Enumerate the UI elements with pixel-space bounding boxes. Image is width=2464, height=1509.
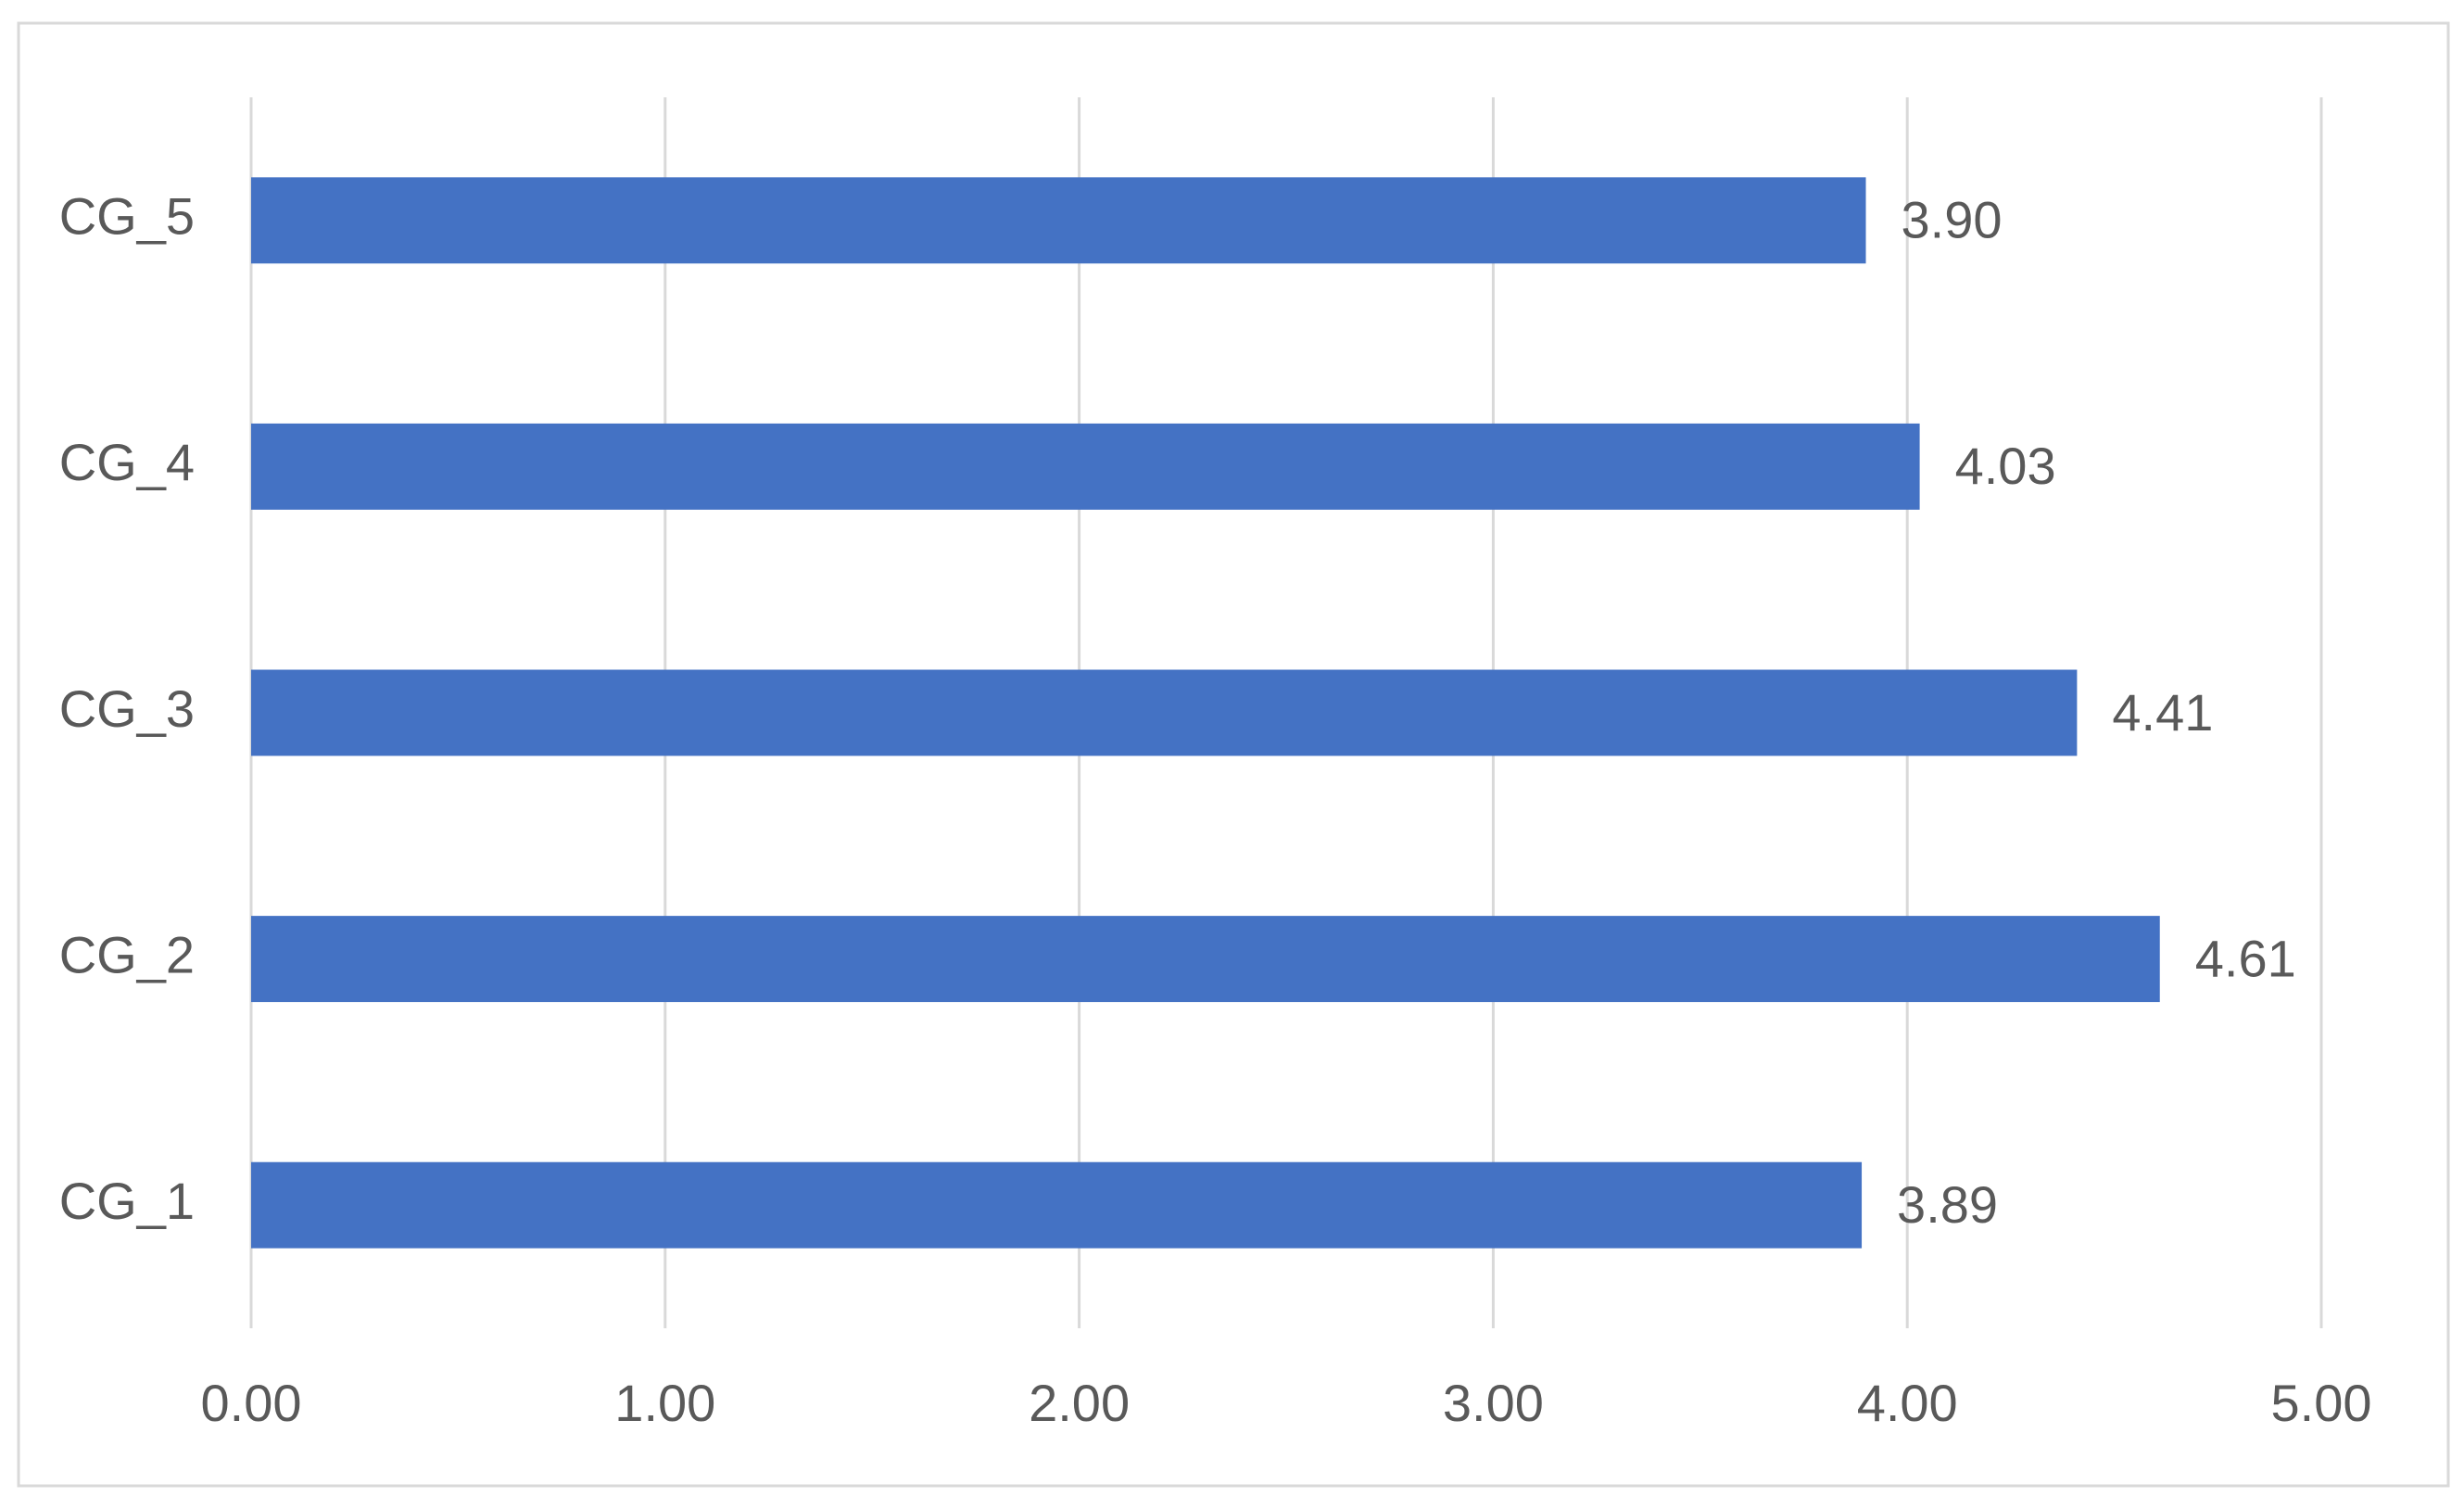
- bar: [251, 177, 1866, 264]
- bar: [251, 916, 2160, 1003]
- x-tick-label: 3.00: [1443, 1374, 1544, 1432]
- bar: [251, 1161, 1863, 1249]
- y-tick-label: CG_4: [59, 433, 195, 491]
- value-label: 4.03: [1955, 437, 2056, 495]
- value-label: 3.89: [1897, 1175, 1998, 1234]
- x-tick-label: 1.00: [614, 1374, 715, 1432]
- value-label: 4.61: [2195, 929, 2296, 987]
- value-label: 4.41: [2112, 683, 2213, 742]
- y-tick-label: CG_5: [59, 187, 195, 246]
- x-tick-label: 5.00: [2271, 1374, 2372, 1432]
- bar: [251, 669, 2078, 756]
- y-tick-label: CG_1: [59, 1172, 195, 1230]
- x-tick-label: 0.00: [201, 1374, 302, 1432]
- y-tick-label: CG_3: [59, 679, 195, 738]
- bar: [251, 423, 1920, 510]
- x-tick-label: 2.00: [1029, 1374, 1130, 1432]
- x-tick-label: 4.00: [1857, 1374, 1958, 1432]
- y-tick-label: CG_2: [59, 925, 195, 983]
- value-label: 3.90: [1902, 191, 2003, 249]
